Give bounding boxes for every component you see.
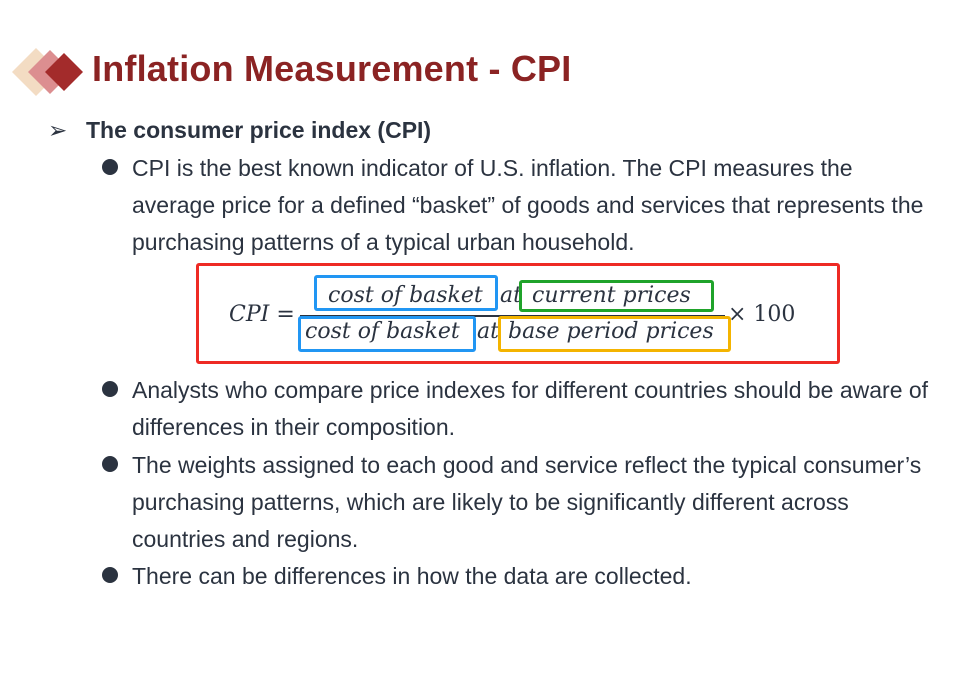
bullet-item: There can be differences in how the data… bbox=[102, 558, 932, 595]
highlight-box-current-prices bbox=[519, 280, 714, 312]
highlight-box-base-prices bbox=[498, 316, 731, 352]
bullet-text: Analysts who compare price indexes for d… bbox=[132, 377, 929, 440]
bullet-text: CPI is the best known indicator of U.S. … bbox=[132, 155, 924, 255]
highlight-box-denominator-cost bbox=[298, 316, 476, 352]
bullet-dot-icon bbox=[102, 381, 118, 397]
numerator-at: at bbox=[500, 283, 522, 308]
numerator-prices: current prices bbox=[532, 283, 691, 308]
formula-lhs: CPI = bbox=[229, 302, 295, 327]
highlight-box-numerator-cost bbox=[314, 275, 498, 311]
denominator-at: at bbox=[477, 319, 499, 344]
bullet-text: The weights assigned to each good and se… bbox=[132, 452, 922, 552]
page-title: Inflation Measurement - CPI bbox=[92, 48, 572, 89]
section-heading-text: The consumer price index (CPI) bbox=[86, 117, 432, 143]
bullet-dot-icon bbox=[102, 567, 118, 583]
arrow-bullet-icon: ➢ bbox=[48, 117, 68, 143]
denominator-prices: base period prices bbox=[508, 319, 714, 344]
fraction-line bbox=[300, 315, 725, 317]
formula-multiplier: × 100 bbox=[728, 302, 796, 327]
stacked-diamonds-icon bbox=[12, 48, 83, 96]
bullet-dot-icon bbox=[102, 159, 118, 175]
bullet-dot-icon bbox=[102, 456, 118, 472]
bullet-item: CPI is the best known indicator of U.S. … bbox=[102, 150, 932, 261]
bullet-item: The weights assigned to each good and se… bbox=[102, 447, 932, 558]
denominator-cost: cost of basket bbox=[305, 319, 460, 344]
bullet-item: Analysts who compare price indexes for d… bbox=[102, 372, 932, 446]
bullet-text: There can be differences in how the data… bbox=[132, 563, 692, 589]
numerator-cost: cost of basket bbox=[328, 283, 483, 308]
formula-box bbox=[196, 263, 840, 364]
section-heading: ➢ The consumer price index (CPI) bbox=[48, 117, 431, 144]
